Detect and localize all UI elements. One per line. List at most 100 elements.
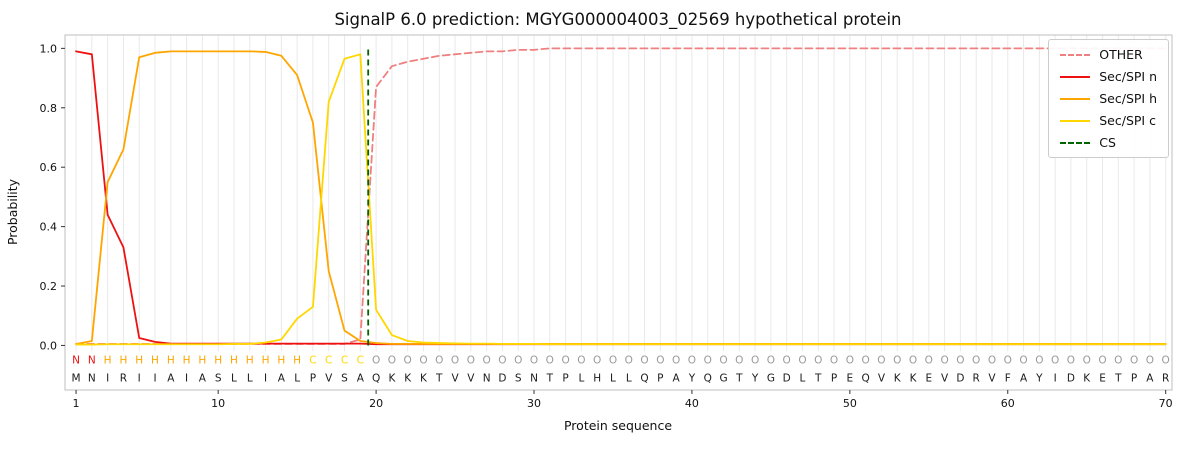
sequence-letter: Y	[1035, 373, 1043, 385]
sequence-letter: R	[973, 373, 980, 385]
sequence-letter: V	[878, 373, 886, 385]
x-tick-label: 50	[843, 397, 857, 410]
sequence-letter: G	[719, 373, 727, 385]
sequence-letter: K	[420, 373, 428, 385]
region-letter: O	[862, 355, 870, 367]
region-letter: O	[435, 355, 443, 367]
sequence-letter: A	[199, 373, 207, 385]
region-letter: O	[609, 355, 617, 367]
sequence-letter: V	[988, 373, 996, 385]
sequence-letter: A	[278, 373, 286, 385]
sequence-letter: L	[247, 373, 253, 385]
region-letter: O	[877, 355, 885, 367]
region-letter: H	[183, 355, 191, 367]
sequence-letter: V	[325, 373, 333, 385]
y-axis-label: Probability	[5, 178, 20, 245]
legend-line-sec-spi-c	[1060, 119, 1091, 122]
region-letter: O	[656, 355, 664, 367]
x-tick-label: 40	[685, 397, 699, 410]
region-letter: H	[198, 355, 206, 367]
region-letter: H	[230, 355, 238, 367]
series-other	[75, 47, 1167, 345]
sequence-letter: N	[530, 373, 538, 385]
region-letter: O	[956, 355, 964, 367]
sequence-letter: T	[435, 373, 443, 385]
region-letter: O	[483, 355, 491, 367]
plot-frame	[64, 34, 1173, 391]
y-tick-label: 0.2	[40, 280, 58, 293]
plot-title: SignalP 6.0 prediction: MGYG000004003_02…	[334, 10, 901, 30]
region-letter: O	[798, 355, 806, 367]
region-letter: O	[1051, 355, 1059, 367]
x-tick-label: 10	[211, 397, 225, 410]
region-letter: O	[1035, 355, 1043, 367]
region-letter: H	[135, 355, 143, 367]
region-letter: N	[72, 355, 80, 367]
sequence-letter: L	[578, 373, 584, 385]
region-letter: O	[830, 355, 838, 367]
region-letter: O	[404, 355, 412, 367]
sequence-letter: S	[515, 373, 522, 385]
sequence-letter: R	[120, 373, 127, 385]
gridlines	[75, 35, 1167, 352]
x-tick-label: 30	[527, 397, 541, 410]
region-letter: O	[498, 355, 506, 367]
legend-item-cs: CS	[1060, 135, 1157, 150]
region-letter: O	[988, 355, 996, 367]
region-letter: O	[1162, 355, 1170, 367]
region-letter: O	[893, 355, 901, 367]
x-tick-label: 70	[1159, 397, 1173, 410]
sequence-letter: K	[388, 373, 396, 385]
region-letter: H	[262, 355, 270, 367]
sequence-letter: N	[483, 373, 491, 385]
region-letter: O	[1130, 355, 1138, 367]
legend-label-sec-spi-h: Sec/SPI h	[1099, 91, 1157, 106]
region-letter: O	[909, 355, 917, 367]
legend-label-other: OTHER	[1099, 47, 1143, 62]
region-letter: O	[672, 355, 680, 367]
region-letter: O	[940, 355, 948, 367]
sequence-letter: P	[1131, 373, 1137, 385]
sequence-letter: F	[1005, 373, 1011, 385]
region-letter: O	[1146, 355, 1154, 367]
sequence-letter: K	[910, 373, 918, 385]
legend-line-other	[1060, 53, 1091, 56]
sequence-letter: L	[626, 373, 632, 385]
sequence-letter: I	[138, 373, 141, 385]
region-letter: H	[119, 355, 127, 367]
sequence-letter: V	[451, 373, 459, 385]
region-letter: N	[88, 355, 96, 367]
sequence-letter: T	[735, 373, 743, 385]
sequence-letter: Q	[704, 373, 712, 385]
sequence-letter: P	[310, 373, 316, 385]
region-letter: O	[751, 355, 759, 367]
legend-line-sec-spi-h	[1060, 97, 1091, 100]
sequence-letter: I	[185, 373, 188, 385]
sequence-letter: Q	[372, 373, 380, 385]
region-letter: C	[341, 355, 348, 367]
region-letter: H	[246, 355, 254, 367]
sequence-letter: E	[847, 373, 854, 385]
legend-item-sec-spi-h: Sec/SPI h	[1060, 91, 1157, 106]
region-letter: H	[104, 355, 112, 367]
region-letter: H	[293, 355, 301, 367]
sequence-letter: D	[1067, 373, 1075, 385]
sequence-letter: L	[231, 373, 237, 385]
region-letter: H	[277, 355, 285, 367]
region-letter: O	[1019, 355, 1027, 367]
x-axis-label: Protein sequence	[564, 418, 672, 433]
sequence-letter: Y	[688, 373, 696, 385]
region-letter: H	[214, 355, 222, 367]
region-letter: H	[151, 355, 159, 367]
region-letter: O	[925, 355, 933, 367]
sequence-letter: A	[167, 373, 175, 385]
sequence-letter: I	[264, 373, 267, 385]
sequence-letter: V	[467, 373, 475, 385]
sequence-letter: E	[1099, 373, 1106, 385]
region-letter: O	[593, 355, 601, 367]
sequence-letter: D	[956, 373, 964, 385]
region-letter: O	[546, 355, 554, 367]
region-letter: O	[735, 355, 743, 367]
region-letter: O	[688, 355, 696, 367]
region-letter: O	[1083, 355, 1091, 367]
